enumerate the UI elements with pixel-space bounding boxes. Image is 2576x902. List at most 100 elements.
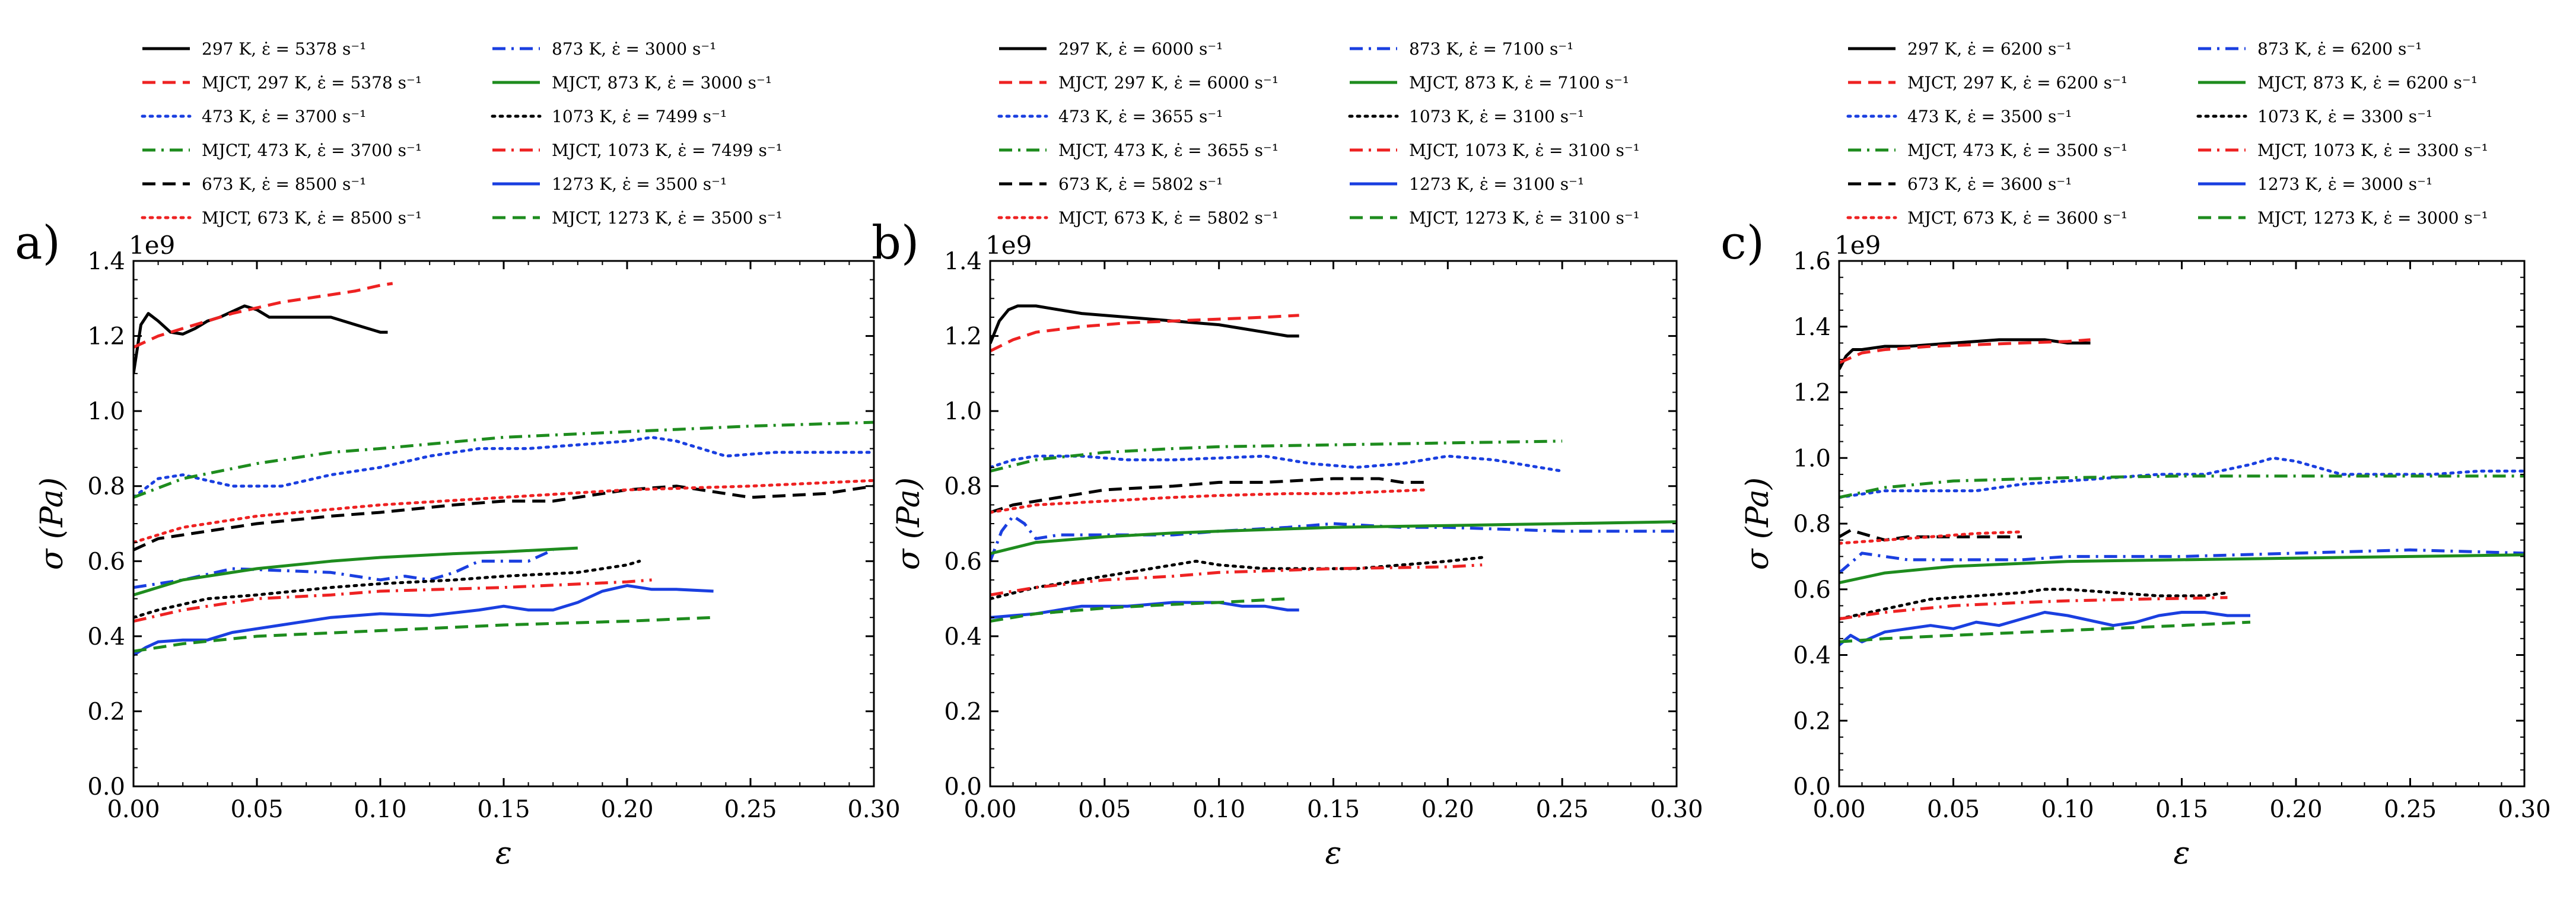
series-line xyxy=(133,616,714,653)
legend-label: 873 K, ε̇ = 6200 s⁻¹ xyxy=(2257,39,2422,59)
legend-label: MJCT, 673 K, ε̇ = 5802 s⁻¹ xyxy=(1058,208,1279,228)
legend-label: MJCT, 1073 K, ε̇ = 3100 s⁻¹ xyxy=(1409,141,1640,160)
series-line xyxy=(133,578,652,623)
legend-label: 1273 K, ε̇ = 3500 s⁻¹ xyxy=(552,174,727,194)
legend-label: 473 K, ε̇ = 3655 s⁻¹ xyxy=(1058,107,1223,126)
legend-label: 673 K, ε̇ = 5802 s⁻¹ xyxy=(1058,174,1223,194)
x-tick-label: 0.20 xyxy=(600,796,653,823)
y-tick-label: 0.2 xyxy=(944,698,982,725)
x-tick-label: 0.15 xyxy=(477,796,530,823)
series-line xyxy=(133,485,874,552)
x-tick-label: 0.00 xyxy=(1812,796,1865,823)
series-line xyxy=(1839,588,2229,621)
series-line xyxy=(990,314,1299,353)
legend-label: MJCT, 673 K, ε̇ = 8500 s⁻¹ xyxy=(202,208,422,228)
legend-label: 873 K, ε̇ = 7100 s⁻¹ xyxy=(1409,39,1573,59)
series-line xyxy=(990,514,1677,562)
series-line xyxy=(133,304,388,374)
x-tick-label: 0.25 xyxy=(1536,796,1589,823)
y-tick-label: 1.4 xyxy=(87,248,125,275)
panel-label: b) xyxy=(872,216,919,270)
series-line xyxy=(133,584,714,656)
series-line xyxy=(990,563,1483,597)
legend-label: MJCT, 673 K, ε̇ = 3600 s⁻¹ xyxy=(1907,208,2127,228)
legend-label: 297 K, ε̇ = 6200 s⁻¹ xyxy=(1907,39,2072,59)
legend-label: 673 K, ε̇ = 3600 s⁻¹ xyxy=(1907,174,2072,194)
y-tick-label: 0.8 xyxy=(1793,511,1831,538)
series-line xyxy=(1839,530,2024,545)
series-line xyxy=(133,420,874,499)
legend-label: 1273 K, ε̇ = 3100 s⁻¹ xyxy=(1409,174,1584,194)
y-axis-label: σ (Pa) xyxy=(891,477,927,570)
series-line xyxy=(133,479,874,544)
series-group xyxy=(1839,338,2524,646)
legend-label: 473 K, ε̇ = 3700 s⁻¹ xyxy=(202,107,366,126)
plot-frame xyxy=(1838,260,2526,788)
x-axis-label: ε xyxy=(495,836,512,871)
x-tick-label: 0.25 xyxy=(724,796,777,823)
exponent-label: 1e9 xyxy=(1834,231,1881,260)
series-line xyxy=(1839,548,2524,574)
series-group xyxy=(133,282,874,656)
x-tick-label: 0.30 xyxy=(847,796,900,823)
exponent-label: 1e9 xyxy=(985,231,1032,260)
y-tick-label: 0.6 xyxy=(944,548,982,575)
x-tick-label: 0.10 xyxy=(354,796,406,823)
y-tick-label: 1.6 xyxy=(1793,248,1831,275)
x-tick-label: 0.05 xyxy=(1078,796,1131,823)
legend-label: MJCT, 473 K, ε̇ = 3500 s⁻¹ xyxy=(1907,141,2127,160)
legend-label: MJCT, 297 K, ε̇ = 6200 s⁻¹ xyxy=(1907,73,2127,93)
legend-label: MJCT, 297 K, ε̇ = 6000 s⁻¹ xyxy=(1058,73,1279,93)
legend-label: MJCT, 873 K, ε̇ = 3000 s⁻¹ xyxy=(552,73,772,93)
y-tick-label: 0.6 xyxy=(1793,576,1831,604)
legend-label: 873 K, ε̇ = 3000 s⁻¹ xyxy=(552,39,716,59)
legend-label: MJCT, 1073 K, ε̇ = 3300 s⁻¹ xyxy=(2257,141,2488,160)
legend-label: MJCT, 473 K, ε̇ = 3655 s⁻¹ xyxy=(1058,141,1279,160)
legend-label: MJCT, 1273 K, ε̇ = 3100 s⁻¹ xyxy=(1409,208,1640,228)
series-line xyxy=(990,488,1427,514)
y-tick-label: 0.8 xyxy=(87,473,125,501)
legend-label: MJCT, 1073 K, ε̇ = 7499 s⁻¹ xyxy=(552,141,783,160)
panel-b: 0.00 0.05 0.10 0.15 0.20 0.25 0.30 0.0 0.2 0.4 0.6… xyxy=(872,39,1703,871)
y-tick-label: 0.6 xyxy=(87,548,125,575)
series-line xyxy=(1839,553,2524,585)
legend-label: 1073 K, ε̇ = 3300 s⁻¹ xyxy=(2257,107,2432,126)
y-tick-label: 1.0 xyxy=(87,398,125,425)
legend-label: MJCT, 873 K, ε̇ = 7100 s⁻¹ xyxy=(1409,73,1629,93)
y-tick-label: 1.4 xyxy=(1793,314,1831,341)
series-line xyxy=(990,520,1677,556)
y-tick-label: 0.2 xyxy=(1793,707,1831,735)
plot-frame xyxy=(132,260,875,788)
y-axis-label: σ (Pa) xyxy=(1740,477,1776,570)
series-line xyxy=(133,559,641,619)
x-tick-label: 0.20 xyxy=(2269,796,2322,823)
series-line xyxy=(990,597,1288,623)
x-tick-label: 0.30 xyxy=(1650,796,1703,823)
x-tick-label: 0.10 xyxy=(2041,796,2094,823)
y-tick-label: 1.4 xyxy=(944,248,982,275)
legend-label: 1073 K, ε̇ = 3100 s⁻¹ xyxy=(1409,107,1584,126)
exponent-label: 1e9 xyxy=(129,231,175,260)
series-line xyxy=(1839,474,2524,499)
x-tick-label: 0.15 xyxy=(2155,796,2208,823)
legend-label: 297 K, ε̇ = 6000 s⁻¹ xyxy=(1058,39,1223,59)
series-line xyxy=(990,454,1564,473)
series-line xyxy=(133,435,874,499)
series-line xyxy=(1839,611,2250,646)
y-tick-label: 1.2 xyxy=(944,323,982,350)
y-axis-label: σ (Pa) xyxy=(34,477,70,570)
legend-label: 297 K, ε̇ = 5378 s⁻¹ xyxy=(202,39,366,59)
series-line xyxy=(1839,338,2091,364)
y-tick-label: 0.4 xyxy=(87,623,125,651)
series-line xyxy=(133,282,393,349)
y-tick-label: 1.2 xyxy=(87,323,125,350)
legend-label: MJCT, 473 K, ε̇ = 3700 s⁻¹ xyxy=(202,141,422,160)
x-tick-label: 0.00 xyxy=(963,796,1016,823)
series-line xyxy=(1839,620,2251,643)
series-line xyxy=(1839,456,2524,499)
legend-label: 473 K, ε̇ = 3500 s⁻¹ xyxy=(1907,107,2072,126)
x-tick-label: 0.05 xyxy=(1927,796,1980,823)
panel-label: c) xyxy=(1720,216,1764,270)
y-tick-label: 0.8 xyxy=(944,473,982,501)
